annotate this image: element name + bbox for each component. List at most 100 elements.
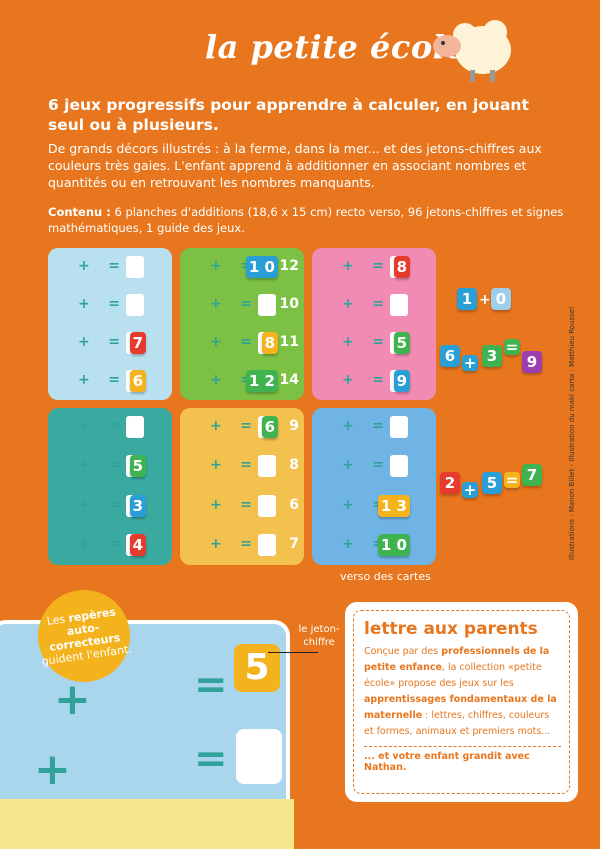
card-row: + = xyxy=(48,408,172,447)
answer-slot[interactable] xyxy=(390,455,408,478)
answer-slot[interactable] xyxy=(258,294,276,316)
arrow xyxy=(268,652,318,653)
plus-sign: + xyxy=(210,418,222,434)
number-token[interactable]: 9 xyxy=(393,370,410,392)
card-ferme: +=1 012 + = 10 + = 811 +=1 214 xyxy=(180,248,304,400)
token[interactable]: 9 xyxy=(522,351,542,373)
card-row: +=1 012 xyxy=(180,248,304,286)
illustration-credit: Illustrations : Manon Billet - Illustrat… xyxy=(568,306,576,560)
equals-sign: = xyxy=(240,457,252,474)
equals-sign: = xyxy=(372,372,384,388)
equals-sign: = xyxy=(372,258,384,274)
jeton-label: le jeton-chiffre xyxy=(298,624,340,648)
equals-sign: = xyxy=(108,418,120,434)
equals-sign: = xyxy=(372,418,384,434)
equals-sign: = xyxy=(240,418,252,434)
card-row: + = xyxy=(48,248,172,286)
plus-sign: + xyxy=(210,457,222,474)
number-token[interactable]: 1 2 xyxy=(245,370,278,392)
card-row: +=1 214 xyxy=(180,362,304,400)
plus-sign: + xyxy=(78,496,90,513)
token[interactable]: 1 xyxy=(457,288,477,310)
plus-sign: + xyxy=(210,496,222,513)
equals-sign: = xyxy=(108,372,120,388)
plus-sign: + xyxy=(78,296,90,312)
answer-slot[interactable] xyxy=(126,416,144,438)
result-number: 10 xyxy=(279,296,299,312)
equals-sign: = xyxy=(372,334,384,350)
answer-slot[interactable] xyxy=(390,416,408,438)
plus-sign: + xyxy=(342,457,354,474)
number-token[interactable]: 6 xyxy=(129,370,146,392)
token[interactable]: 5 xyxy=(482,472,502,494)
card-row: + = 8 11 xyxy=(180,324,304,362)
answer-slot[interactable] xyxy=(258,494,276,517)
number-token[interactable]: 7 xyxy=(129,332,146,354)
plus-sign: + xyxy=(342,372,354,388)
card-row: + = 7 xyxy=(48,324,172,362)
token[interactable]: 7 xyxy=(522,464,542,486)
number-token[interactable]: 4 xyxy=(129,533,146,556)
equals-sign: = xyxy=(108,496,120,513)
result-number: 12 xyxy=(279,258,299,274)
card-row: + = xyxy=(48,286,172,324)
answer-slot[interactable] xyxy=(126,256,144,278)
plus-sign: + xyxy=(210,372,222,388)
number-token[interactable]: 5 xyxy=(393,332,410,354)
token[interactable]: 2 xyxy=(440,472,460,494)
card-row: + = 6 9 xyxy=(180,408,304,447)
description: De grands décors illustrés : à la ferme,… xyxy=(48,141,542,190)
number-token[interactable]: 1 0 xyxy=(377,533,410,556)
sand-strip xyxy=(0,799,294,849)
plus-sign: + xyxy=(34,744,71,795)
equals-sign: = xyxy=(240,334,252,350)
equals-sign: = xyxy=(372,296,384,312)
card-row: + = 6 xyxy=(180,487,304,526)
equals-sign: = xyxy=(108,258,120,274)
letter-to-parents: lettre aux parents Conçue par des profes… xyxy=(345,602,578,802)
result-number: 9 xyxy=(289,418,299,434)
card-row: + = xyxy=(312,286,436,324)
number-token[interactable]: 1 3 xyxy=(377,494,410,517)
plus-sign: + xyxy=(342,496,354,513)
equals-token[interactable]: = xyxy=(504,471,520,489)
result-number: 8 xyxy=(289,457,299,474)
card-row: +=1 3 xyxy=(312,487,436,526)
number-token[interactable]: 1 0 xyxy=(245,256,278,278)
equals-token[interactable]: = xyxy=(504,338,520,356)
plus-sign: + xyxy=(210,296,222,312)
result-number: 11 xyxy=(279,334,299,350)
contents-label: Contenu : xyxy=(48,205,111,219)
token[interactable]: 6 xyxy=(440,345,460,367)
card-row: + = 9 xyxy=(312,362,436,400)
number-token[interactable]: 3 xyxy=(129,494,146,517)
answer-slot[interactable] xyxy=(258,455,276,478)
plus-token[interactable]: + xyxy=(462,354,478,372)
card-coccinelles: +=+=+=1 3+=1 0 xyxy=(312,408,436,565)
card-magasin: + = 8 + = + = 5 + = 9 xyxy=(312,248,436,400)
token[interactable]: 0 xyxy=(491,288,511,310)
number-token[interactable]: 8 xyxy=(261,332,278,354)
token[interactable]: 3 xyxy=(482,345,502,367)
answer-slot[interactable] xyxy=(258,533,276,556)
plus-sign: + xyxy=(54,674,91,725)
card-row: + = 4 xyxy=(48,526,172,565)
equals-sign: = xyxy=(194,736,228,782)
plus-sign: + xyxy=(78,334,90,350)
plus-sign: + xyxy=(342,535,354,552)
number-token[interactable]: 5 xyxy=(129,455,146,478)
equals-sign: = xyxy=(240,496,252,513)
answer-slot[interactable] xyxy=(390,294,408,316)
empty-slot xyxy=(236,729,282,784)
card-row: + = 3 xyxy=(48,487,172,526)
brand-title: la petite école xyxy=(205,28,467,66)
plus-sign: + xyxy=(342,258,354,274)
plus-token[interactable]: + xyxy=(462,481,478,499)
equals-sign: = xyxy=(108,296,120,312)
number-token[interactable]: 6 xyxy=(261,416,278,438)
number-token[interactable]: 8 xyxy=(393,256,410,278)
equals-sign: = xyxy=(240,296,252,312)
card-desert: + = 6 9 + = 8 + = 6 + = 7 xyxy=(180,408,304,565)
answer-slot[interactable] xyxy=(126,294,144,316)
sheep-illustration xyxy=(433,20,511,82)
